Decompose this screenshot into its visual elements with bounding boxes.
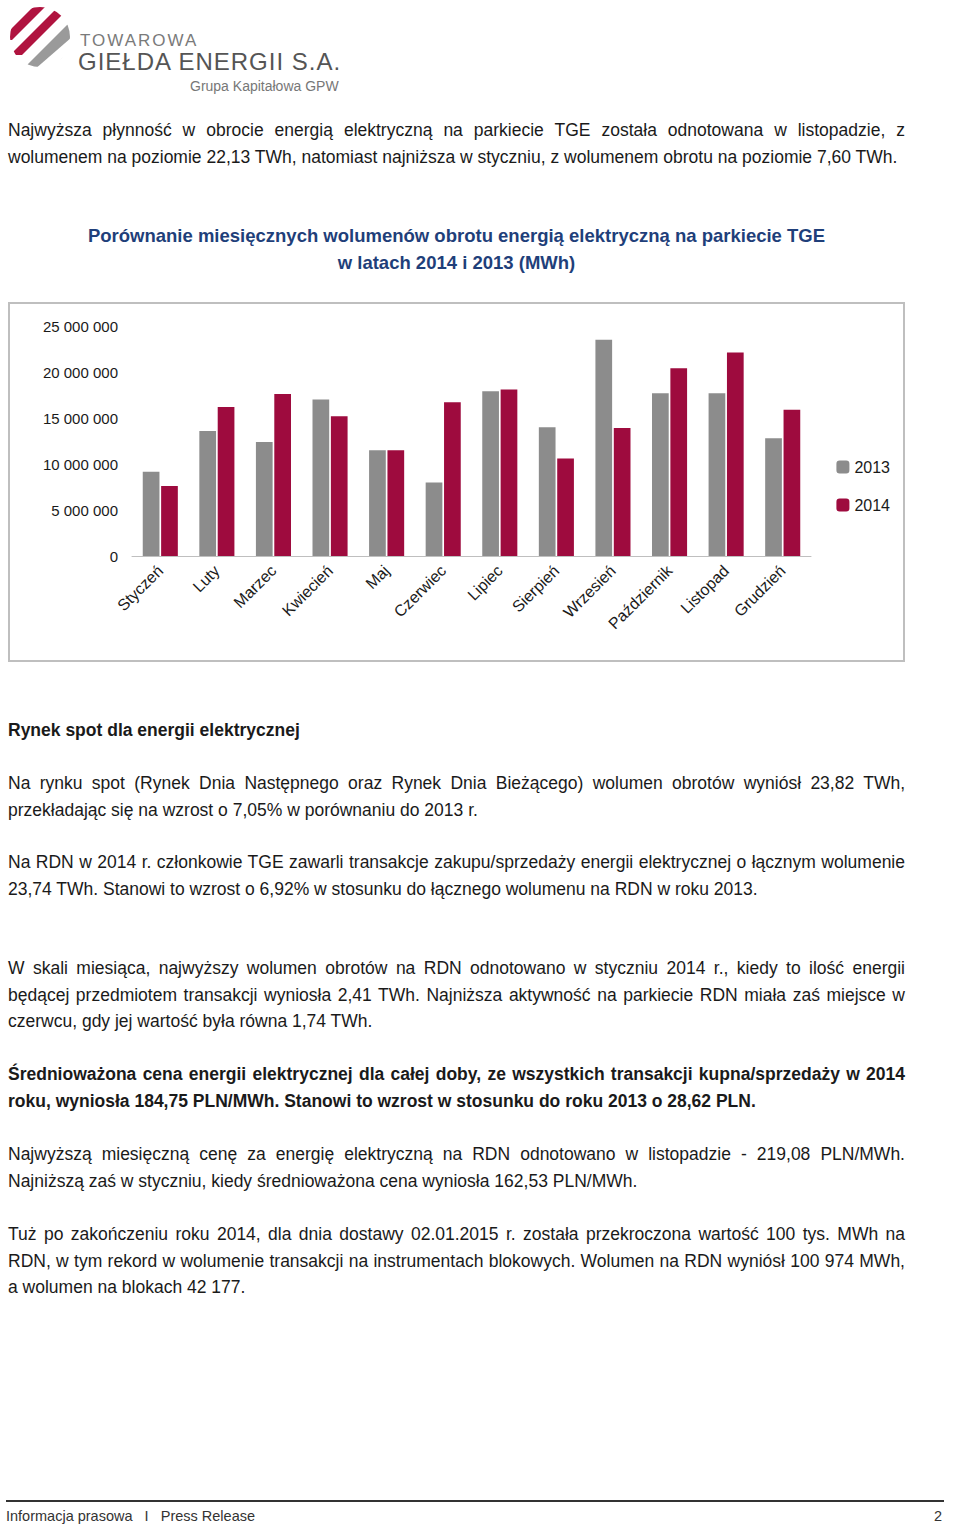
html-text:Najwyższą miesięczną cenę za e: Najwyższą miesięczną cenę za energię ele… [8,1144,905,1191]
svg-text:GIEŁDA ENERGII S.A.: GIEŁDA ENERGII S.A. [78,48,341,75]
svg-text:Czerwiec: Czerwiec [391,562,450,621]
html-text:Na rynku spot (Rynek Dnia Nast: Na rynku spot (Rynek Dnia Następnego ora… [8,773,905,820]
html-text:Tuż po zakończeniu roku 2014,: Tuż po zakończeniu roku 2014, dla dnia d… [8,1224,905,1297]
html-text:Średnioważona cena energii ele: Średnioważona cena energii elektrycznej … [8,1064,905,1111]
html-text:Rynek spot dla energii elektry: Rynek spot dla energii elektrycznej [8,720,300,740]
svg-text:5 000 000: 5 000 000 [51,502,118,519]
svg-text:Styczeń: Styczeń [114,562,166,614]
html-text:Informacja prasowa I Press Rel: Informacja prasowa I Press Release [6,1508,255,1524]
svg-text:Listopad: Listopad [677,562,732,617]
html-text:w latach 2014 i 2013 (MWh): w latach 2014 i 2013 (MWh) [337,252,576,273]
svg-text:Październik: Październik [605,561,676,632]
html-text:Na RDN w 2014 r. członkowie TG: Na RDN w 2014 r. członkowie TGE zawarli … [8,852,905,899]
svg-text:10 000 000: 10 000 000 [43,456,118,473]
svg-text:Sierpień: Sierpień [509,562,562,615]
svg-text:20 000 000: 20 000 000 [43,364,118,381]
svg-text:Lipiec: Lipiec [464,562,506,604]
svg-text:Kwiecień: Kwiecień [279,562,336,619]
svg-text:TOWAROWA: TOWAROWA [80,31,199,50]
svg-text:Wrzesień: Wrzesień [560,562,619,621]
html-text:Najwyższa płynność w obrocie e: Najwyższa płynność w obrocie energią ele… [8,120,905,167]
svg-text:Maj: Maj [362,562,392,592]
svg-text:25 000 000: 25 000 000 [43,318,118,335]
svg-text:Luty: Luty [189,562,222,595]
svg-text:0: 0 [110,548,118,565]
html-text:2: 2 [933,1508,942,1524]
svg-text:2013: 2013 [854,459,890,476]
svg-text:2014: 2014 [854,497,890,514]
html-text:W skali miesiąca, najwyższy wo: W skali miesiąca, najwyższy wolumen obro… [8,958,905,1031]
html-text:Porównanie miesięcznych wolume: Porównanie miesięcznych wolumenów obrotu… [87,225,826,246]
svg-text:15 000 000: 15 000 000 [43,410,118,427]
svg-text:Grupa Kapitałowa GPW: Grupa Kapitałowa GPW [190,78,339,94]
svg-text:Marzec: Marzec [230,562,279,611]
svg-text:Grudzień: Grudzień [731,562,789,620]
